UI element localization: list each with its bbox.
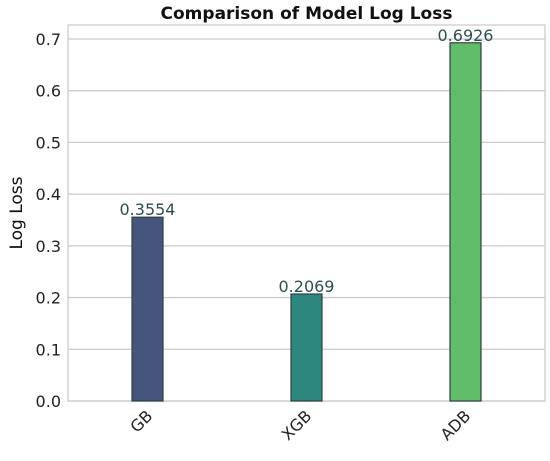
x-tick-labels: GB XGB ADB [126,406,474,444]
y-axis-label: Log Loss [7,176,27,249]
bar-xgb [290,293,323,402]
chart-title: Comparison of Model Log Loss [161,4,453,24]
bar-gb [131,216,164,402]
y-tick-label: 0.1 [36,340,61,359]
x-tick-label-xgb: XGB [278,406,316,444]
y-tick-label: 0.7 [36,30,61,49]
y-tick-label: 0.6 [36,82,61,101]
y-tick-label: 0.5 [36,133,61,152]
data-label-gb: 0.3554 [120,200,176,219]
data-labels: 0.3554 0.2069 0.6926 [120,26,494,296]
bar-adb [449,42,482,402]
y-tick-label: 0.0 [36,392,61,411]
y-tick-label: 0.4 [36,185,61,204]
x-tick-label-gb: GB [126,406,156,436]
data-label-adb: 0.6926 [438,26,494,45]
x-tick-label-adb: ADB [437,406,475,444]
y-tick-label: 0.2 [36,289,61,308]
data-label-xgb: 0.2069 [279,277,335,296]
y-tick-label: 0.3 [36,237,61,256]
bars [131,42,482,402]
y-tick-labels: 0.0 0.1 0.2 0.3 0.4 0.5 0.6 0.7 [36,30,61,411]
